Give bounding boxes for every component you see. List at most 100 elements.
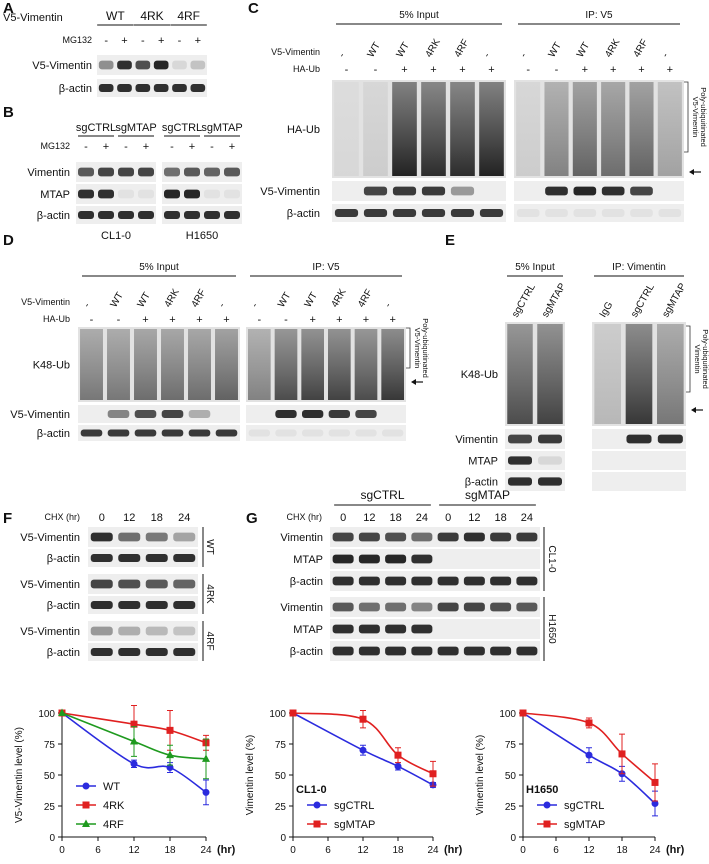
group-label: sgMTAP — [201, 122, 242, 134]
y-tick-label: 75 — [44, 740, 56, 751]
blot-band — [275, 429, 297, 437]
sign: - — [84, 141, 88, 153]
blot-smear — [188, 329, 211, 400]
x-tick-label: 12 — [128, 845, 140, 856]
blot-band — [98, 189, 114, 199]
blot-band — [363, 186, 388, 196]
blot-band — [355, 410, 377, 418]
x-tick-label: 0 — [290, 845, 296, 856]
blot — [162, 184, 242, 204]
blot-band — [78, 189, 94, 199]
blot — [330, 619, 540, 639]
blot-band — [184, 189, 200, 199]
row-header: V5-Vimentin — [21, 297, 70, 307]
blot-band — [173, 601, 196, 609]
blot-smear — [80, 329, 103, 400]
sign: + — [309, 314, 315, 326]
blot-band — [411, 602, 433, 612]
row-label: Vimentin — [280, 532, 323, 544]
sign: + — [667, 64, 673, 76]
blot-band — [173, 579, 196, 589]
blot-band — [145, 601, 168, 609]
blot-band — [118, 601, 141, 609]
panel-label: A — [3, 0, 14, 17]
blot-band — [173, 532, 196, 542]
blot-smear — [625, 324, 653, 424]
blot-band — [98, 167, 114, 177]
time-label: 18 — [151, 512, 163, 524]
annotation: H1650 — [526, 784, 558, 796]
time-label: 24 — [178, 512, 190, 524]
blot-band — [538, 434, 562, 444]
blot-band — [90, 648, 113, 656]
blot-smear — [544, 82, 569, 176]
blot-band — [302, 410, 324, 418]
blot-band — [358, 576, 380, 586]
y-axis-label: Vimentin level (%) — [475, 735, 486, 815]
blot — [592, 451, 686, 470]
blot-band — [450, 186, 475, 196]
time-label: 0 — [340, 512, 346, 524]
y-tick-label: 25 — [505, 802, 517, 813]
group-label: 4RK — [204, 584, 215, 604]
marker — [651, 800, 659, 808]
blot-band — [411, 532, 433, 542]
blot-band — [332, 576, 354, 586]
x-tick-label: 12 — [357, 845, 369, 856]
blot-band — [463, 576, 485, 586]
blot-band — [516, 576, 538, 586]
blot-band — [385, 532, 407, 542]
blot-band — [118, 167, 134, 177]
y-tick-label: 0 — [49, 833, 55, 844]
legend-marker — [82, 801, 90, 809]
sign: + — [142, 314, 148, 326]
bracket — [406, 327, 411, 369]
blot-band — [117, 84, 132, 92]
blot — [88, 643, 198, 661]
row-label: K48-Ub — [33, 360, 70, 372]
y-axis-label: Vimentin level (%) — [245, 735, 256, 815]
group-label: sgCTRL — [162, 122, 202, 134]
blot-band — [164, 211, 180, 219]
sign: + — [158, 35, 164, 47]
y-tick-label: 100 — [38, 709, 55, 720]
panel-label: C — [248, 0, 259, 17]
row-label: Vimentin — [27, 167, 70, 179]
blot-band — [224, 189, 240, 199]
blot-band — [490, 576, 512, 586]
blot-smear — [134, 329, 157, 400]
x-tick-label: 18 — [616, 845, 628, 856]
marker — [202, 788, 210, 796]
blot-band — [332, 532, 354, 542]
blot-band — [463, 602, 485, 612]
blot-band — [479, 209, 504, 217]
blot-band — [490, 602, 512, 612]
blot-band — [630, 186, 653, 196]
blot-band — [134, 429, 157, 437]
x-tick-label: 12 — [583, 845, 595, 856]
row-label: MTAP — [293, 554, 323, 566]
blot-band — [188, 410, 211, 418]
x-tick-label: 18 — [164, 845, 176, 856]
blot-band — [411, 554, 433, 564]
blot-band — [328, 429, 350, 437]
blot-band — [516, 602, 538, 612]
sign: + — [143, 141, 149, 153]
blot-band — [392, 186, 417, 196]
y-tick-label: 50 — [505, 771, 517, 782]
legend-label: sgCTRL — [334, 800, 374, 812]
blot-band — [138, 189, 154, 199]
blot-band — [358, 554, 380, 564]
marker — [519, 709, 527, 717]
blot-band — [508, 456, 532, 465]
blot-band — [145, 626, 168, 636]
legend-label: 4RK — [103, 800, 125, 812]
row-label: MTAP — [40, 189, 70, 201]
arrow-head — [411, 379, 416, 385]
section-label: IP: V5 — [585, 10, 613, 21]
treatment-label: MG132 — [40, 141, 70, 151]
y-tick-label: 0 — [280, 833, 286, 844]
blot-band — [302, 429, 324, 437]
blot-band — [135, 60, 151, 70]
blot-band — [78, 211, 94, 219]
